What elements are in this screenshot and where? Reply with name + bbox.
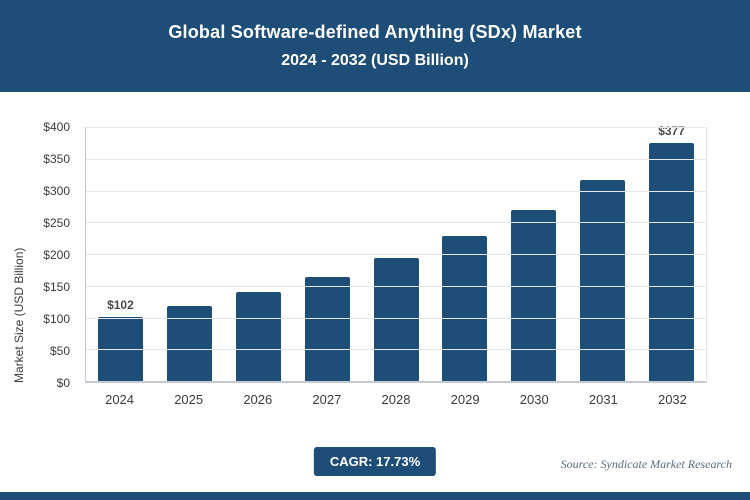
x-tick-label: 2028 <box>381 391 411 407</box>
bar-2028 <box>373 257 419 382</box>
y-tick-label: $0 <box>56 376 70 390</box>
gridline <box>86 349 706 351</box>
chart-header: Global Software-defined Anything (SDx) M… <box>0 0 750 92</box>
chart-title: Global Software-defined Anything (SDx) M… <box>168 22 582 42</box>
gridline <box>86 317 706 319</box>
bar-slot: $377 <box>637 124 706 382</box>
bar-2029 <box>442 235 488 382</box>
gridline <box>86 127 706 128</box>
y-tick-label: $200 <box>43 248 70 262</box>
chart-subtitle: 2024 - 2032 (USD Billion) <box>281 52 469 69</box>
gridline <box>86 222 706 224</box>
bar-2030 <box>511 209 557 382</box>
x-tick-label: 2026 <box>243 391 273 407</box>
x-tick-label: 2030 <box>519 391 549 407</box>
bar-2027 <box>304 276 350 382</box>
x-tick-label: 2025 <box>174 391 204 407</box>
bar-slot <box>155 128 224 382</box>
x-tick-label: 2029 <box>450 391 480 407</box>
y-tick-label: $150 <box>43 280 70 294</box>
y-tick-label: $250 <box>43 216 70 230</box>
source-note: Source: Syndicate Market Research <box>560 457 732 471</box>
x-tick-label: 2024 <box>105 391 135 407</box>
bar-value-label: $377 <box>658 123 685 138</box>
y-tick-label: $300 <box>43 184 70 198</box>
bottom-accent-bar <box>0 492 750 500</box>
x-tick-label: 2027 <box>312 391 342 407</box>
y-axis-ticks: $0 $50 $100 $150 $200 $250 $300 $350 $400 <box>0 120 78 390</box>
chart-area: Market Size (USD Billion) $0 $50 $100 $150 $… <box>0 92 750 492</box>
gridline <box>86 381 706 382</box>
bar-slot <box>568 128 637 382</box>
y-tick-label: $350 <box>43 152 70 166</box>
plot-area: $102 $377 <box>85 124 707 383</box>
x-axis-labels: 2024 2025 2026 2027 2028 2029 2030 2031 2032 <box>85 385 707 413</box>
y-tick-label: $400 <box>43 120 70 134</box>
bars-row: $102 $377 <box>86 124 706 382</box>
bar-slot: $102 <box>86 128 155 382</box>
cagr-badge: CAGR: 17.73% <box>313 447 437 476</box>
bar-slot <box>224 128 293 382</box>
bar-2025 <box>166 305 212 382</box>
bar-slot <box>293 128 362 382</box>
y-tick-label: $100 <box>43 312 70 326</box>
x-tick-label: 2031 <box>588 391 618 407</box>
bar-2032: $377 <box>649 124 695 382</box>
bar-slot <box>362 128 431 382</box>
bar-2026 <box>235 292 281 382</box>
gridline <box>86 158 706 160</box>
y-tick-label: $50 <box>49 344 70 358</box>
gridline <box>86 254 706 255</box>
bar-slot <box>499 128 568 382</box>
bar-slot <box>430 128 499 382</box>
x-tick-label: 2032 <box>657 391 687 407</box>
gridline <box>86 285 706 287</box>
bar-value-label: $102 <box>107 298 134 313</box>
gridline <box>86 190 706 192</box>
bar-2031 <box>580 180 626 382</box>
